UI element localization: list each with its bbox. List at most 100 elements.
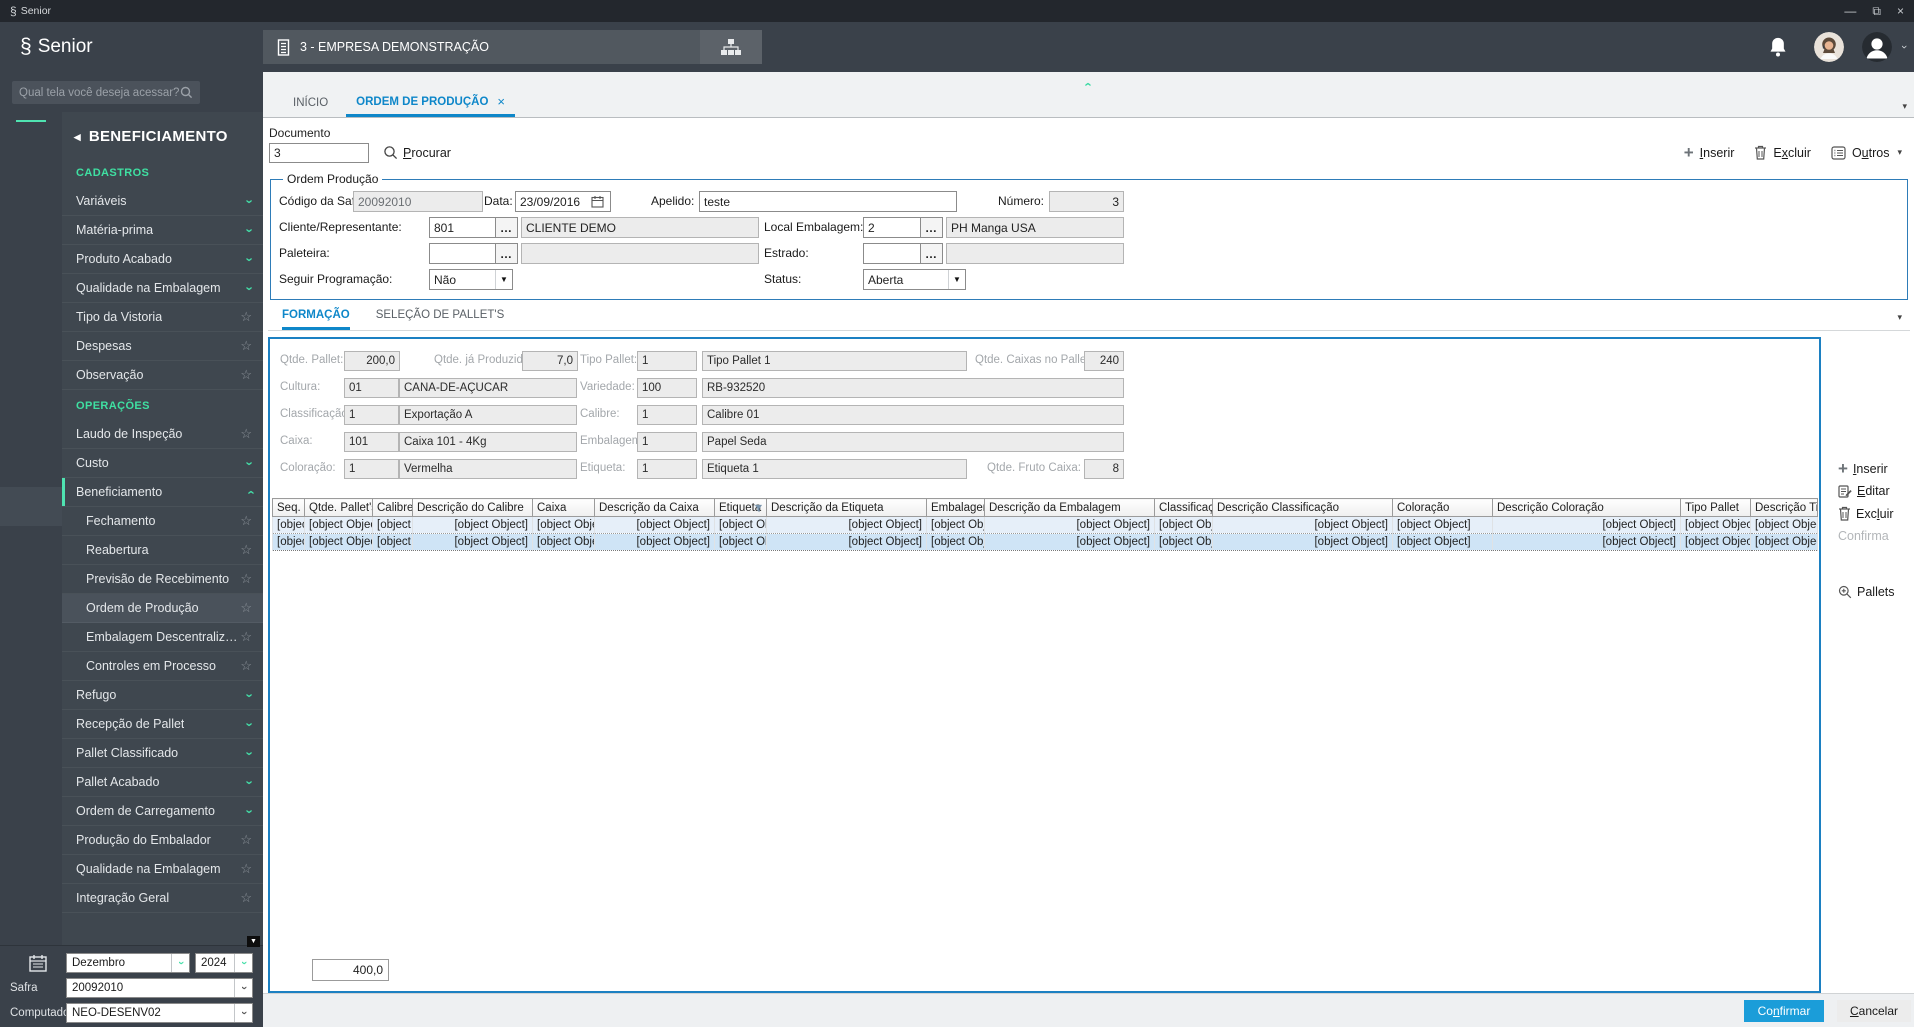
menu-scroll-indicator[interactable]: ▼ xyxy=(247,936,260,947)
favorite-star-icon[interactable]: ☆ xyxy=(240,658,252,673)
excluir-button[interactable]: Excluir xyxy=(1754,145,1811,160)
cliente-code-input[interactable]: 801 xyxy=(429,217,496,238)
chevron-down-icon[interactable]: › xyxy=(242,227,258,233)
org-structure-button[interactable] xyxy=(700,30,762,64)
sidebar-menu-item[interactable]: Observação ☆ › › xyxy=(62,361,263,390)
sidebar-menu-item[interactable]: Qualidade na Embalagem ☆ › › xyxy=(62,274,263,303)
sidebar-menu-item[interactable]: Laudo de Inspeção ☆ › › xyxy=(62,420,263,449)
grid-cell[interactable]: [object Object] xyxy=(272,533,305,551)
support-avatar[interactable] xyxy=(1814,32,1845,62)
favorite-star-icon[interactable]: ☆ xyxy=(240,629,252,644)
chevron-down-icon[interactable]: › xyxy=(242,750,258,756)
sidebar-menu-item[interactable]: Variáveis ☆ › › xyxy=(62,187,263,216)
sidebar-menu-item[interactable]: Previsão de Recebimento ☆ › › xyxy=(62,565,263,594)
cancelar-button[interactable]: Cancelar xyxy=(1837,999,1911,1022)
sidebar-menu-item[interactable]: Pallet Classificado ☆ › › xyxy=(62,739,263,768)
sidebar-menu-item[interactable]: Controles em Processo ☆ › › xyxy=(62,652,263,681)
grid-cell[interactable]: [object Object] xyxy=(766,533,927,551)
grid-excluir-button[interactable]: Excluir xyxy=(1838,506,1912,521)
sidebar-menu-item[interactable]: Pallet Acabado ☆ › › xyxy=(62,768,263,797)
sidebar-menu-item[interactable]: Reabertura ☆ › › xyxy=(62,536,263,565)
grid-cell[interactable]: [object Object] xyxy=(532,516,595,534)
local-embalagem-code-input[interactable]: 2 xyxy=(863,217,921,238)
grid-inserir-button[interactable]: + Inserir xyxy=(1838,459,1888,478)
chevron-down-icon[interactable]: › xyxy=(242,198,258,204)
tab-selecao-de-pallets[interactable]: SELEÇÃO DE PALLET'S xyxy=(375,309,505,321)
minimize-button[interactable]: — xyxy=(1844,3,1857,18)
favorite-star-icon[interactable]: ☆ xyxy=(240,832,252,847)
inserir-button[interactable]: + Inserir xyxy=(1683,142,1735,162)
favorite-star-icon[interactable]: ☆ xyxy=(240,571,252,586)
outros-button[interactable]: Outros ▾ xyxy=(1831,146,1902,160)
module-header[interactable]: ◂ BENEFICIAMENTO xyxy=(62,120,263,157)
search-input[interactable]: Qual tela você deseja acessar? xyxy=(12,81,200,104)
company-selector[interactable]: 3 - EMPRESA DEMONSTRAÇÃO xyxy=(263,30,700,64)
grid-cell[interactable]: [object Object] xyxy=(766,516,927,534)
sidebar-menu-item[interactable]: Fechamento ☆ › › xyxy=(62,507,263,536)
grid-cell[interactable]: [object Object] xyxy=(1680,533,1751,551)
grid-cell[interactable]: [object Object] xyxy=(984,516,1155,534)
documento-input[interactable]: 3 xyxy=(269,143,369,163)
grid-cell[interactable]: [object Object] xyxy=(304,516,373,534)
grid-column-header[interactable]: Descrição Tipo Pallet xyxy=(1750,498,1818,517)
sidebar-menu-item[interactable]: Recepção de Pallet ☆ › › xyxy=(62,710,263,739)
estrado-lookup-button[interactable]: … xyxy=(920,243,943,264)
seguir-programacao-select[interactable]: Não ▼ xyxy=(429,269,513,290)
grid-cell[interactable]: [object Object] xyxy=(372,533,413,551)
cliente-lookup-button[interactable]: … xyxy=(495,217,518,238)
grid-cell[interactable]: [object Object] xyxy=(714,516,767,534)
grid-column-header[interactable]: Calibre xyxy=(372,498,413,517)
grid-cell[interactable]: [object Object] xyxy=(926,533,985,551)
procurar-button[interactable]: Procurar xyxy=(383,145,451,160)
grid-column-header[interactable]: Descrição Classificação xyxy=(1212,498,1393,517)
grid-cell[interactable]: [object Object] xyxy=(926,516,985,534)
grid-cell[interactable]: [object Object] xyxy=(372,516,413,534)
tabstrip-overflow-icon[interactable]: ▾ xyxy=(1902,101,1907,111)
back-icon[interactable]: ◂ xyxy=(74,128,81,144)
tab-inicio[interactable]: INÍCIO xyxy=(293,97,329,109)
grid-row[interactable]: [object Object][object Object][object Ob… xyxy=(272,516,1818,534)
safra-select[interactable]: 20092010 › xyxy=(66,978,253,998)
user-menu-chevron-icon[interactable]: › xyxy=(1898,45,1911,49)
chevron-down-icon[interactable]: › xyxy=(242,256,258,262)
favorite-star-icon[interactable]: ☆ xyxy=(240,600,252,615)
chevron-down-icon[interactable]: › xyxy=(242,721,258,727)
sidebar-menu-item[interactable]: Ordem de Carregamento ☆ › › xyxy=(62,797,263,826)
chevron-up-icon[interactable]: › xyxy=(242,489,258,495)
grid-column-header[interactable]: Seq. xyxy=(272,498,305,517)
grid-cell[interactable]: [object Object] xyxy=(1750,533,1818,551)
tab-close-icon[interactable]: × xyxy=(497,94,505,109)
favorite-star-icon[interactable]: ☆ xyxy=(240,367,252,382)
sidebar-menu-item[interactable]: Embalagem Descentralizada ☆ › › xyxy=(62,623,263,652)
grid-cell[interactable]: [object Object] xyxy=(412,533,533,551)
sidebar-menu-item[interactable]: Beneficiamento ☆ › › xyxy=(62,478,263,507)
grid-cell[interactable]: [object Object] xyxy=(1750,516,1818,534)
local-embalagem-lookup-button[interactable]: … xyxy=(920,217,943,238)
chevron-down-icon[interactable]: › xyxy=(242,692,258,698)
sidebar-menu-item[interactable]: Qualidade na Embalagem ☆ › › xyxy=(62,855,263,884)
grid-column-header[interactable]: Qtde. Pallet's xyxy=(304,498,373,517)
grid-cell[interactable]: [object Object] xyxy=(1212,516,1393,534)
month-select[interactable]: Dezembro › xyxy=(66,953,190,973)
estrado-code-input[interactable] xyxy=(863,243,921,264)
filter-icon[interactable] xyxy=(754,504,763,513)
grid-cell[interactable]: [object Object] xyxy=(714,533,767,551)
sidebar-menu-item[interactable]: Integração Geral ☆ › › xyxy=(62,884,263,913)
grid-cell[interactable]: [object Object] xyxy=(304,533,373,551)
grid-editar-button[interactable]: Editar xyxy=(1838,484,1912,498)
chevron-down-icon[interactable]: › xyxy=(242,808,258,814)
sidebar-menu-item[interactable]: Produto Acabado ☆ › › xyxy=(62,245,263,274)
paleteira-code-input[interactable] xyxy=(429,243,496,264)
chevron-down-icon[interactable]: › xyxy=(242,779,258,785)
user-avatar[interactable] xyxy=(1862,32,1893,62)
grid-column-header[interactable]: Descrição da Embalagem xyxy=(984,498,1155,517)
grid-column-header[interactable]: Etiqueta xyxy=(714,498,767,517)
grid-cell[interactable]: [object Object] xyxy=(1154,533,1213,551)
tab-ordem-de-producao[interactable]: ORDEM DE PRODUÇÃO × xyxy=(346,88,515,117)
chevron-down-icon[interactable]: › xyxy=(242,285,258,291)
tab-formacao[interactable]: FORMAÇÃO xyxy=(282,309,350,330)
close-button[interactable]: × xyxy=(1896,3,1904,18)
favorite-star-icon[interactable]: ☆ xyxy=(240,338,252,353)
grid-column-header[interactable]: Classificação xyxy=(1154,498,1213,517)
favorite-star-icon[interactable]: ☆ xyxy=(240,426,252,441)
